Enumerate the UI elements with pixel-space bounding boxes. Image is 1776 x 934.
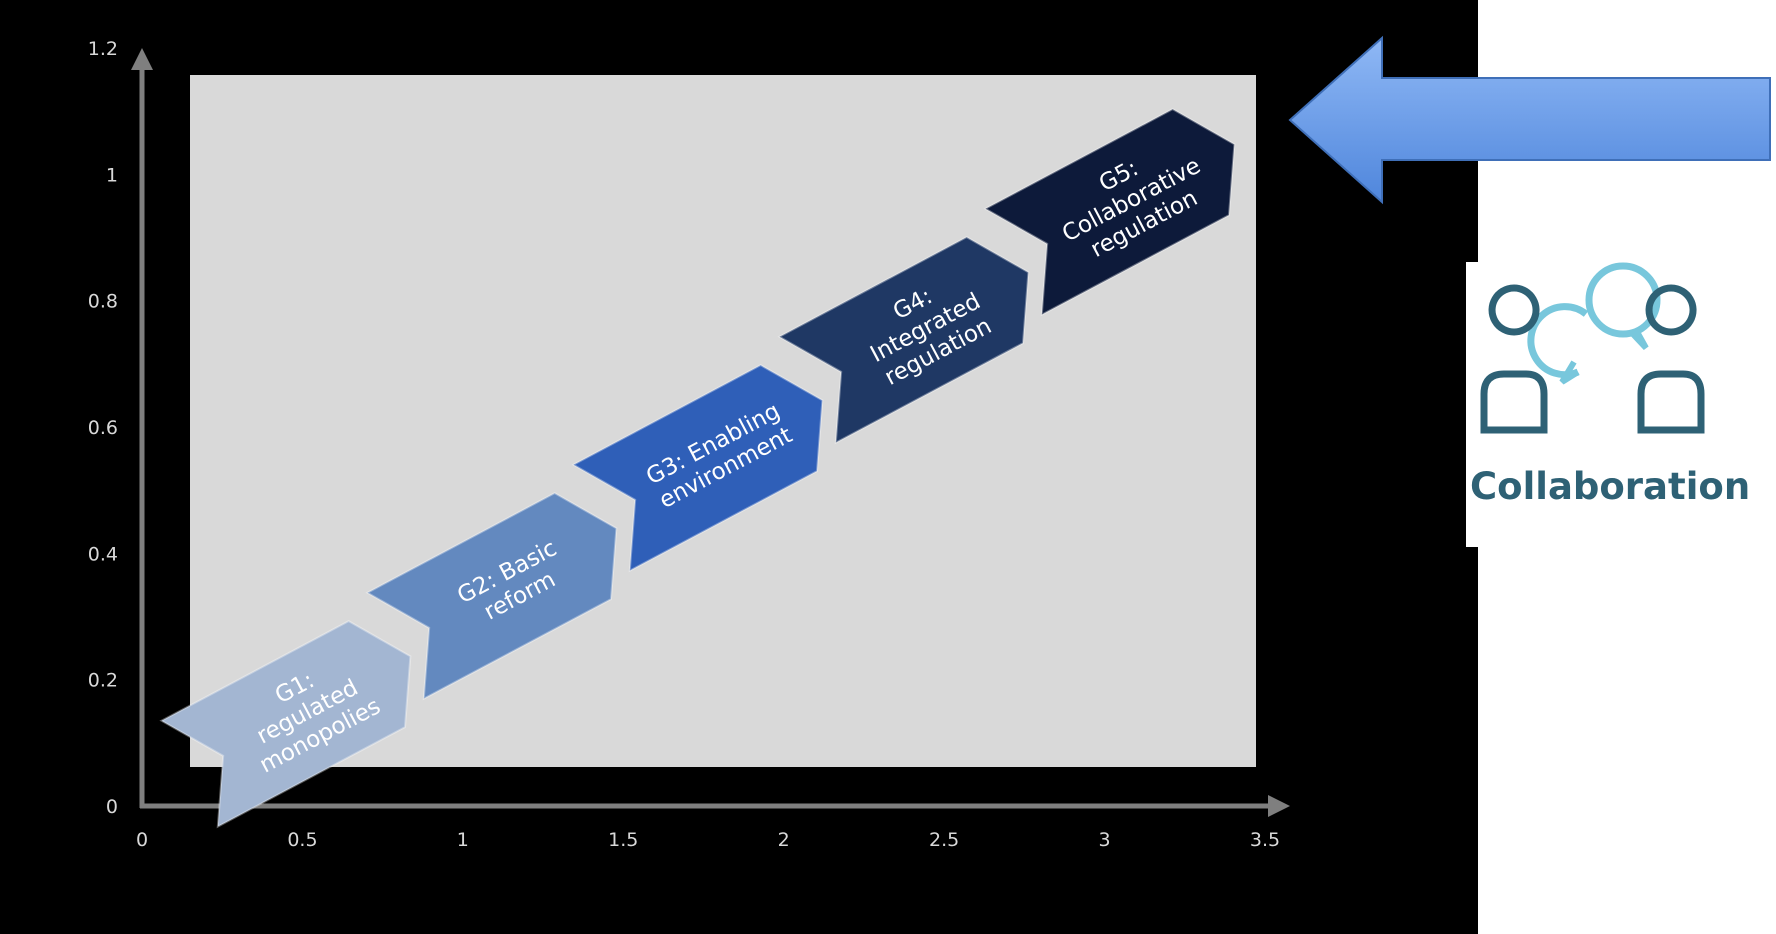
y-tick-label: 0.2 <box>88 670 118 692</box>
x-tick-label: 2.5 <box>929 829 959 851</box>
collaboration-icon: Collaboration <box>1466 262 1750 547</box>
x-tick-labels: 0 0.5 1 1.5 2 2.5 3 3.5 <box>136 829 1280 851</box>
y-tick-label: 0.4 <box>88 543 118 565</box>
axes <box>139 66 1275 809</box>
y-tick-label: 0.6 <box>88 417 118 439</box>
y-axis-arrowhead <box>131 48 153 70</box>
collaboration-label: Collaboration <box>1470 465 1750 508</box>
stage-chevron-shape <box>777 236 1030 445</box>
stage-chevron-shape <box>983 108 1236 317</box>
stage-chevron-shape <box>159 620 412 829</box>
x-tick-label: 0 <box>136 829 148 851</box>
x-tick-label: 1 <box>457 829 469 851</box>
x-tick-label: 3 <box>1099 829 1111 851</box>
x-tick-label: 3.5 <box>1250 829 1280 851</box>
stage-chevron-shape <box>571 364 824 573</box>
x-axis-arrowhead <box>1268 795 1290 817</box>
x-tick-label: 0.5 <box>287 829 317 851</box>
y-tick-label: 1 <box>106 164 118 186</box>
y-tick-label: 0.8 <box>88 291 118 313</box>
stage-chevron-shape <box>365 492 618 701</box>
y-tick-labels: 0 0.2 0.4 0.6 0.8 1 1.2 <box>88 38 118 818</box>
pointer-arrow <box>1288 35 1771 205</box>
y-tick-label: 0 <box>106 796 118 818</box>
y-tick-label: 1.2 <box>88 38 118 60</box>
x-tick-label: 1.5 <box>608 829 638 851</box>
x-tick-label: 2 <box>778 829 790 851</box>
